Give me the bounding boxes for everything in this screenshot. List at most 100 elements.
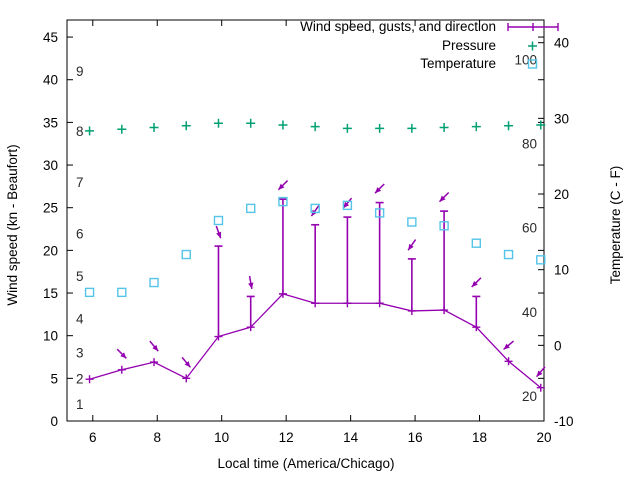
x-tick-label: 20	[536, 430, 551, 445]
pressure-marker	[342, 123, 352, 133]
wind-direction-arrow	[248, 275, 254, 289]
pressure-marker	[310, 122, 320, 132]
legend-swatch-temperature	[527, 59, 538, 69]
fahrenheit-label: 100	[514, 52, 537, 67]
y-tick-label: 25	[43, 201, 58, 216]
x-tick-label: 16	[408, 430, 423, 445]
y-axis-title: Wind speed (kn - Beaufort)	[5, 144, 20, 305]
wind-marker	[150, 358, 159, 367]
wind-direction-arrow	[116, 348, 127, 359]
wind-marker	[214, 332, 223, 341]
legend-label-temperature: Temperature	[420, 56, 496, 71]
temperature-marker	[278, 196, 288, 207]
temperature-marker	[439, 221, 449, 231]
pressure-marker	[375, 123, 385, 133]
pressure-markers	[85, 118, 546, 136]
wind-direction-arrow	[374, 183, 385, 194]
beaufort-label: 7	[76, 175, 84, 190]
y2-tick-label: 20	[554, 187, 569, 202]
beaufort-label: 9	[76, 64, 84, 79]
legend: Wind speed, gusts, and direction Pressure…	[300, 19, 559, 71]
wind-marker	[246, 323, 255, 332]
wind-direction-arrows	[116, 180, 546, 378]
x-axis-title: Local time (America/Chicago)	[217, 456, 394, 471]
wind-direction-arrow	[407, 239, 417, 251]
pressure-marker	[439, 123, 449, 133]
temperature-marker	[503, 249, 514, 260]
gust-bars	[214, 198, 481, 337]
pressure-marker	[278, 120, 288, 130]
x-tick-label: 12	[279, 430, 294, 445]
wind-direction-arrow	[342, 197, 353, 209]
y2-axis-tick-labels: -10 0 10 20 30 40	[554, 36, 574, 429]
wind-marker	[311, 299, 320, 308]
x-tick-label: 10	[214, 430, 229, 445]
beaufort-label: 4	[76, 312, 84, 327]
temperature-marker	[246, 203, 256, 214]
pressure-marker	[407, 123, 417, 133]
beaufort-scale-labels: 1 2 3 4 5 6 7 8 9	[76, 64, 84, 412]
temperature-marker	[471, 238, 482, 248]
y-tick-label: 35	[43, 115, 58, 130]
pressure-marker	[471, 122, 481, 132]
y2-axis-title: Temperature (C - F)	[608, 166, 623, 285]
temperature-marker	[84, 287, 95, 298]
pressure-marker	[504, 121, 514, 131]
y-tick-label: 0	[50, 414, 58, 429]
y-tick-label: 15	[43, 286, 58, 301]
wind-marker	[440, 306, 449, 315]
x-tick-label: 8	[153, 430, 161, 445]
wind-marker	[182, 374, 191, 383]
pressure-marker	[149, 123, 159, 133]
y2-tick-label: 40	[554, 36, 569, 51]
beaufort-label: 1	[76, 397, 84, 412]
temperature-markers	[84, 196, 546, 298]
legend-label-wind: Wind speed, gusts, and direction	[300, 19, 496, 34]
wind-direction-arrow	[149, 340, 159, 352]
wind-direction-arrow	[536, 366, 546, 378]
wind-direction-arrow	[181, 356, 192, 368]
wind-direction-arrow	[277, 180, 289, 191]
wind-speed-markers	[85, 289, 545, 392]
fahrenheit-label: 60	[522, 220, 537, 235]
temperature-marker	[374, 208, 385, 218]
temperature-marker	[181, 249, 191, 260]
fahrenheit-label: 20	[522, 389, 537, 404]
temperature-marker	[407, 217, 417, 227]
y-tick-label: 40	[43, 73, 58, 88]
wind-marker	[278, 289, 287, 298]
legend-label-pressure: Pressure	[442, 38, 496, 53]
temperature-marker	[536, 255, 546, 265]
wind-direction-arrow	[215, 225, 222, 239]
pressure-marker	[117, 124, 127, 134]
plot-frame	[66, 19, 545, 422]
pressure-marker	[85, 126, 95, 136]
wind-marker	[472, 323, 481, 332]
wind-marker	[343, 299, 352, 308]
temperature-marker	[117, 287, 127, 298]
beaufort-label: 6	[76, 226, 84, 241]
beaufort-label: 3	[76, 346, 84, 361]
pressure-marker	[246, 118, 256, 128]
wind-direction-arrow	[503, 340, 515, 351]
x-tick-label: 6	[89, 430, 97, 445]
y-tick-label: 45	[43, 30, 58, 45]
beaufort-label: 5	[76, 269, 84, 284]
temperature-marker	[310, 203, 320, 214]
y-tick-label: 5	[50, 371, 58, 386]
y2-tick-label: 10	[554, 263, 569, 278]
legend-swatch-pressure	[528, 41, 537, 51]
y-axis-tick-labels: 0 5 10 15 20 25 30 35 40 45	[43, 30, 58, 429]
fahrenheit-label: 80	[522, 136, 537, 151]
temperature-marker	[342, 200, 353, 211]
wind-marker	[407, 306, 416, 315]
y2-tick-label: -10	[554, 414, 574, 429]
y-tick-label: 10	[43, 329, 58, 344]
wind-marker	[85, 375, 94, 384]
x-axis-tick-labels: 6 8 10 12 14 16 18 20	[89, 430, 551, 445]
temperature-marker	[213, 215, 224, 226]
x-tick-label: 14	[343, 430, 359, 445]
